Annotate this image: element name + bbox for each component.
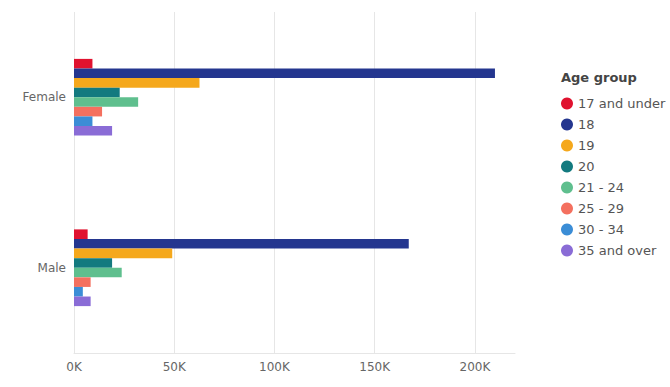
svg-text:35 and over: 35 and over xyxy=(578,243,657,258)
svg-text:19: 19 xyxy=(578,138,595,153)
svg-text:25 - 29: 25 - 29 xyxy=(578,201,624,216)
svg-text:200K: 200K xyxy=(460,360,492,374)
svg-text:30 - 34: 30 - 34 xyxy=(578,222,624,237)
svg-text:0K: 0K xyxy=(66,360,83,374)
svg-text:Female: Female xyxy=(23,90,66,104)
svg-text:17 and under: 17 and under xyxy=(578,96,666,111)
svg-text:18: 18 xyxy=(578,117,595,132)
svg-text:50K: 50K xyxy=(163,360,187,374)
svg-text:20: 20 xyxy=(578,159,595,174)
svg-text:Male: Male xyxy=(38,261,66,275)
svg-text:100K: 100K xyxy=(259,360,291,374)
svg-text:150K: 150K xyxy=(359,360,391,374)
svg-text:Age group: Age group xyxy=(561,70,637,85)
svg-text:21 - 24: 21 - 24 xyxy=(578,180,624,195)
